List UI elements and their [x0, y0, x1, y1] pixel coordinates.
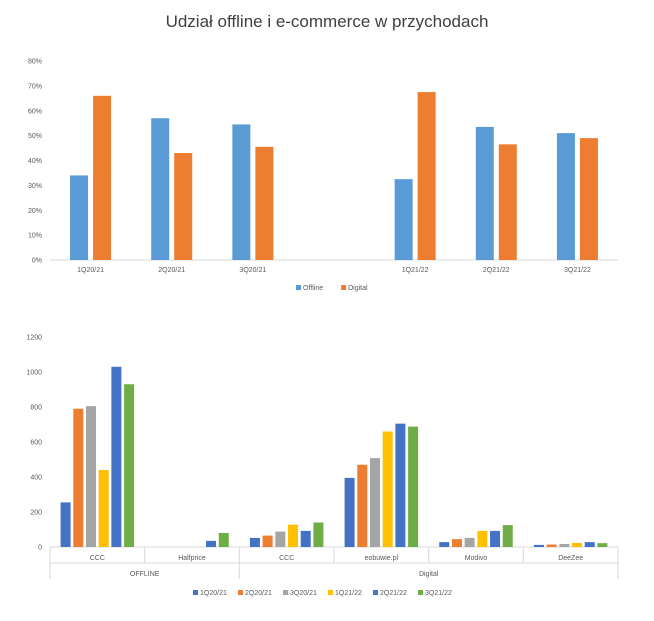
legend-swatch: [193, 590, 198, 595]
legend-label: 1Q21/22: [335, 590, 362, 597]
bar-1Q20-21: [249, 537, 260, 547]
bar-3Q20-21: [369, 458, 380, 547]
y-tick-label: 400: [30, 475, 42, 482]
bar-3Q21-22: [597, 543, 608, 547]
group-label: OFFLINE: [130, 571, 160, 578]
legend-label: 2Q21/22: [380, 590, 407, 597]
y-tick-label: 800: [30, 405, 42, 412]
bar-3Q21-22: [124, 384, 135, 547]
bar-digital: [498, 144, 517, 260]
bar-offline: [151, 118, 170, 261]
legend-label: 3Q21/22: [425, 590, 452, 597]
y-tick-label: 0: [38, 545, 42, 552]
bar-1Q20-21: [439, 542, 450, 547]
x-tick-label: 1Q20/21: [77, 267, 104, 274]
x-tick-label: Modivo: [465, 555, 488, 562]
bar-3Q21-22: [313, 522, 324, 547]
legend-label: Digital: [348, 285, 368, 292]
y-tick-label: 60%: [28, 108, 42, 115]
bar-1Q20-21: [533, 544, 544, 547]
x-tick-label: CCC: [90, 555, 105, 562]
legend-swatch: [238, 590, 243, 595]
bar-3Q21-22: [218, 533, 229, 547]
bar-offline: [232, 124, 251, 261]
legend-swatch: [283, 590, 288, 595]
y-tick-label: 20%: [28, 208, 42, 215]
bar-2Q20-21: [451, 539, 462, 547]
bar-3Q20-21: [464, 537, 475, 547]
legend-label: Offline: [303, 285, 323, 292]
x-tick-label: 2Q21/22: [483, 267, 510, 274]
x-tick-label: Halfprice: [178, 555, 206, 562]
y-tick-label: 30%: [28, 183, 42, 190]
y-tick-label: 10%: [28, 233, 42, 240]
y-tick-label: 1000: [26, 370, 42, 377]
legend-swatch: [373, 590, 378, 595]
y-tick-label: 1200: [26, 335, 42, 342]
bar-offline: [394, 179, 413, 260]
bar-offline: [556, 133, 575, 260]
x-tick-label: 2Q20/21: [158, 267, 185, 274]
legend-label: 1Q20/21: [200, 590, 227, 597]
bar-2Q21-22: [395, 423, 406, 547]
bar-digital: [255, 146, 274, 260]
legend-label: 3Q20/21: [290, 590, 317, 597]
bar-3Q20-21: [275, 531, 286, 547]
x-tick-label: 1Q21/22: [402, 267, 429, 274]
x-tick-label: eobuwie.pl: [365, 555, 399, 562]
bar-digital: [579, 138, 598, 260]
y-tick-label: 200: [30, 510, 42, 517]
y-tick-label: 600: [30, 440, 42, 447]
y-tick-label: 40%: [28, 158, 42, 165]
bar-1Q20-21: [344, 477, 355, 547]
y-tick-label: 80%: [28, 59, 42, 66]
bar-1Q21-22: [477, 530, 488, 547]
bar-2Q20-21: [262, 535, 273, 547]
legend-swatch: [418, 590, 423, 595]
bar-2Q21-22: [111, 366, 122, 547]
group-label: Digital: [419, 571, 439, 578]
y-tick-label: 70%: [28, 83, 42, 90]
bar-3Q21-22: [502, 525, 513, 547]
x-tick-label: 3Q20/21: [239, 267, 266, 274]
bar-1Q21-22: [382, 431, 393, 547]
legend-swatch: [328, 590, 333, 595]
bar-3Q21-22: [408, 426, 419, 547]
bar-2Q21-22: [300, 530, 311, 547]
chart-title: Udział offline i e-commerce w przychodac…: [165, 12, 489, 31]
y-tick-label: 0%: [32, 258, 42, 265]
bar-offline: [70, 175, 89, 260]
bar-1Q21-22: [98, 470, 109, 547]
bar-2Q20-21: [73, 408, 84, 547]
bar-3Q20-21: [559, 544, 570, 547]
bar-offline: [475, 126, 494, 260]
legend-swatch: [296, 285, 301, 290]
bar-2Q21-22: [206, 540, 217, 547]
y-tick-label: 50%: [28, 133, 42, 140]
legend-label: 2Q20/21: [245, 590, 272, 597]
bar-2Q21-22: [490, 530, 501, 547]
legend-swatch: [341, 285, 347, 290]
bar-digital: [417, 92, 436, 260]
bar-1Q20-21: [60, 502, 71, 547]
bar-1Q21-22: [572, 542, 583, 547]
bar-2Q20-21: [546, 544, 557, 547]
x-tick-label: DeeZee: [558, 555, 583, 562]
bar-2Q21-22: [584, 542, 595, 547]
bar-digital: [93, 95, 112, 260]
bar-2Q20-21: [357, 464, 368, 547]
bar-3Q20-21: [85, 406, 96, 547]
x-tick-label: 3Q21/22: [564, 267, 591, 274]
x-tick-label: CCC: [279, 555, 294, 562]
bar-1Q21-22: [288, 524, 299, 547]
bar-digital: [174, 153, 193, 260]
